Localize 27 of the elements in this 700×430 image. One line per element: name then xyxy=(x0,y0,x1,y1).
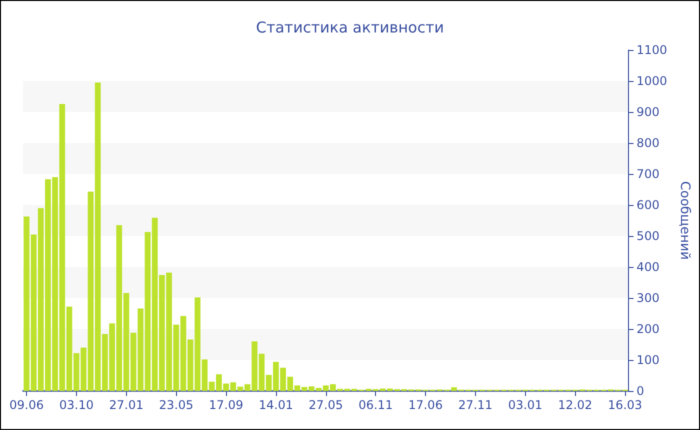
x-tick-label: 27.05 xyxy=(308,398,343,412)
x-tick-label: 14.01 xyxy=(258,398,294,412)
y-tick-label: 500 xyxy=(636,229,660,243)
x-tick-label: 06.11 xyxy=(358,398,393,412)
x-tick-label: 27.11 xyxy=(458,398,493,412)
y-tick-label: 600 xyxy=(636,198,660,212)
y-tick-label: 0 xyxy=(636,384,644,398)
y-tick-label: 200 xyxy=(636,322,660,336)
x-tick-label: 17.09 xyxy=(208,398,244,412)
chart-title: Статистика активности xyxy=(256,18,444,36)
x-tick-label: 09.06 xyxy=(9,398,44,412)
y-axis-title: Сообщений xyxy=(677,181,692,260)
x-tick-label: 12.02 xyxy=(558,398,592,412)
y-tick-label: 1100 xyxy=(636,43,668,57)
y-tick-label: 1000 xyxy=(636,74,668,88)
x-tick-label: 03.10 xyxy=(59,398,94,412)
x-tick-label: 16.03 xyxy=(608,398,642,412)
x-tick-label: 03.01 xyxy=(508,398,542,412)
x-tick-label: 17.06 xyxy=(408,398,443,412)
y-tick-label: 400 xyxy=(636,260,660,274)
x-tick-label: 27.01 xyxy=(109,398,144,412)
x-tick-label: 23.05 xyxy=(158,398,194,412)
y-tick-label: 300 xyxy=(636,291,660,305)
y-tick-label: 900 xyxy=(636,105,660,119)
y-tick-label: 800 xyxy=(636,136,660,150)
y-tick-label: 100 xyxy=(636,353,660,367)
y-tick-label: 700 xyxy=(636,167,660,181)
